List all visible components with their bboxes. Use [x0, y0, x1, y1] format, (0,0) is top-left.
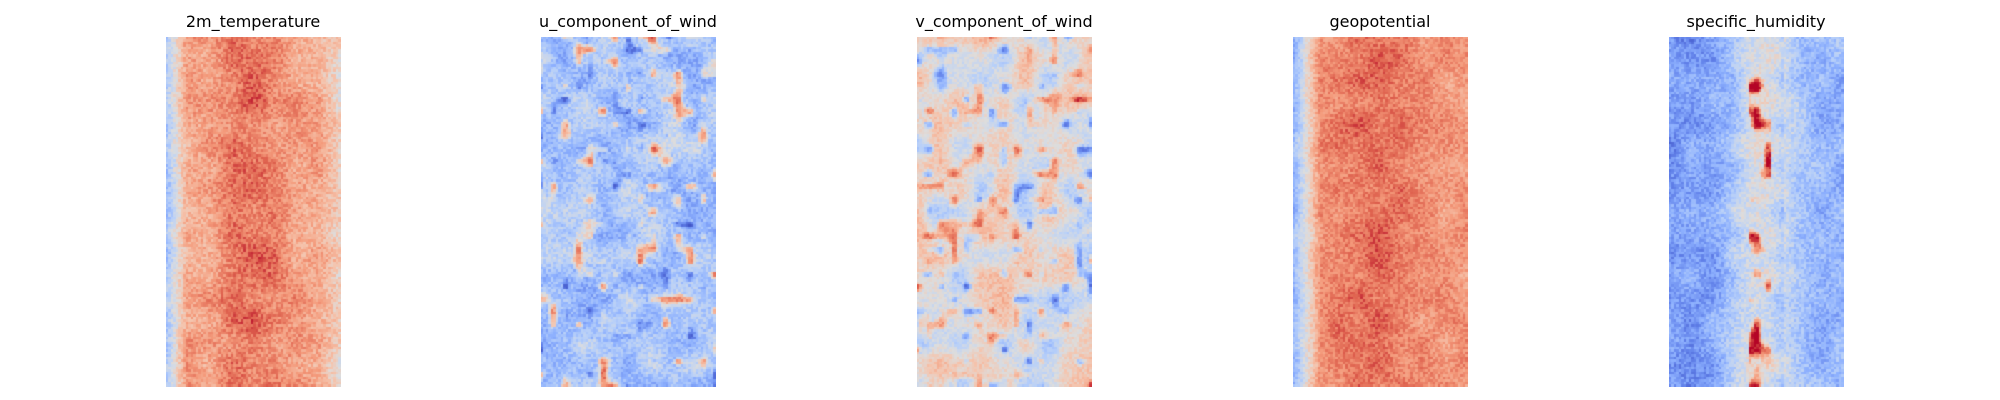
- panel-title: u_component_of_wind: [539, 12, 717, 31]
- panel-title: 2m_temperature: [185, 12, 321, 31]
- panel-specific-humidity: specific_humidity: [1626, 0, 1886, 400]
- panel-title: geopotential: [1329, 12, 1431, 31]
- panel-geopotential: geopotential: [1250, 0, 1510, 400]
- heatmap-v-component-of-wind: [917, 37, 1092, 387]
- heatmap-specific-humidity: [1669, 37, 1844, 387]
- panel-u-component-of-wind: u_component_of_wind: [498, 0, 758, 400]
- panel-title: v_component_of_wind: [915, 12, 1093, 31]
- panel-2m-temperature: 2m_temperature: [123, 0, 383, 400]
- heatmap-2m-temperature: [166, 37, 341, 387]
- panel-v-component-of-wind: v_component_of_wind: [874, 0, 1134, 400]
- heatmap-geopotential: [1293, 37, 1468, 387]
- panel-title: specific_humidity: [1686, 12, 1826, 31]
- heatmap-u-component-of-wind: [541, 37, 716, 387]
